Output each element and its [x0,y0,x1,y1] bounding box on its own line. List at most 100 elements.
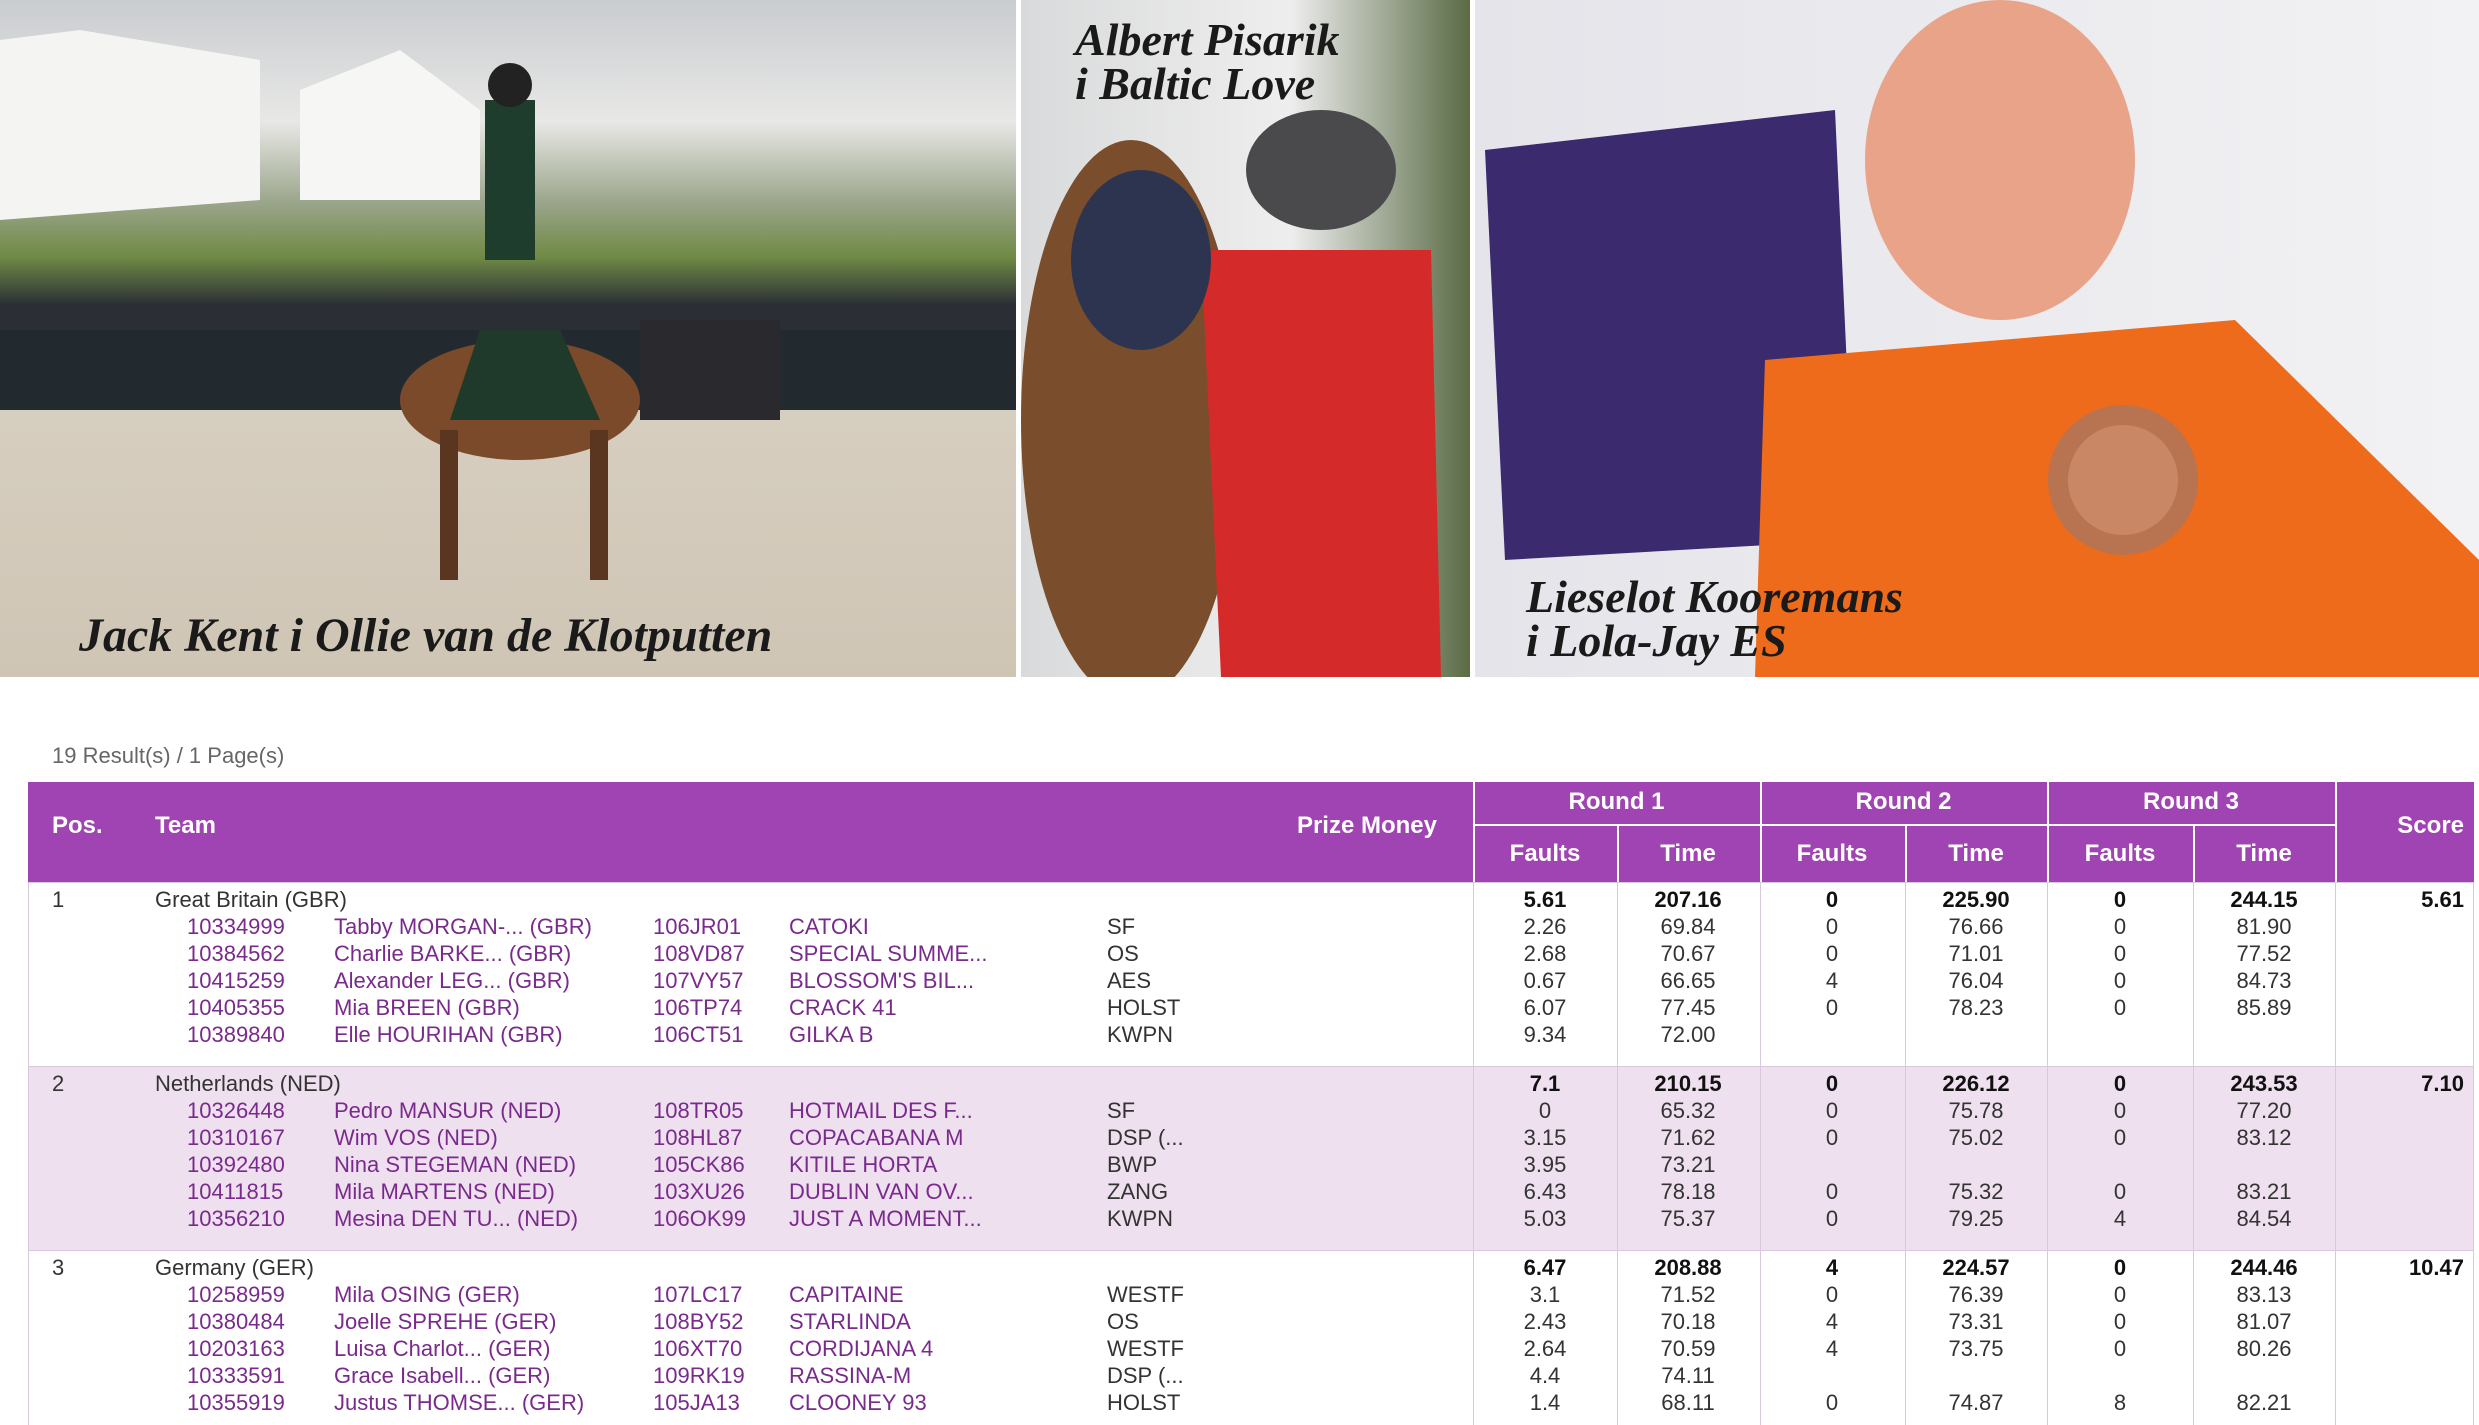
column-divider [2047,882,2048,1066]
rider-result: 75.37 [1660,1206,1716,1231]
column-divider [1473,882,1474,1066]
header-prize: Prize Money [1296,812,1437,839]
header-divider [1473,824,2335,826]
column-divider [2335,882,2336,1066]
rider-name: Alexander LEG... (GBR) [334,968,570,993]
rider-name: Grace Isabell... (GER) [334,1363,551,1388]
horse-breed: BWP [1107,1152,1158,1177]
rider-name: Luisa Charlot... (GER) [334,1336,551,1361]
column-divider [1905,1066,1906,1250]
rider-name: Charlie BARKE... (GBR) [334,941,572,966]
rider-result: 66.65 [1660,968,1716,993]
rider-result: 0 [2113,968,2127,993]
horse-id: 108TR05 [653,1098,744,1123]
rider-result: 0 [2113,941,2127,966]
rider-result: 70.67 [1660,941,1716,966]
rider-name: Mesina DEN TU... (NED) [334,1206,579,1231]
rider-name: Mila OSING (GER) [334,1282,520,1307]
rider-result: 71.01 [1948,941,2004,966]
rider-result: 0 [2113,1282,2127,1307]
team-result: 4 [1825,1255,1839,1280]
rider-id: 10355919 [187,1390,285,1415]
rider-id: 10405355 [187,995,285,1020]
rider-name: Tabby MORGAN-... (GBR) [334,914,592,939]
rider-id: 10334999 [187,914,285,939]
column-divider [1473,1066,1474,1250]
header-round: Round 1 [1568,788,1665,815]
column-divider [2047,1250,2048,1425]
horse-name: CATOKI [789,914,869,939]
photo-caption: Jack Kent i Ollie van de Klotputten [79,609,773,662]
team-score: 5.61 [2421,887,2464,912]
horse-name: STARLINDA [789,1309,911,1334]
team-block [28,882,2474,1067]
horse-name: CRACK 41 [789,995,897,1020]
horse-breed: SF [1107,914,1136,939]
photo-caption: Albert Pisarik i Baltic Love [1075,17,1340,107]
rider-result: 2.26 [1523,914,1567,939]
horse-name: HOTMAIL DES F... [789,1098,973,1123]
horse-breed: HOLST [1107,995,1181,1020]
rider-id: 10333591 [187,1363,285,1388]
rider-result: 65.32 [1660,1098,1716,1123]
rider-id: 10326448 [187,1098,285,1123]
horse-id: 108VD87 [653,941,745,966]
photo-art [0,30,1016,580]
rider-result: 75.78 [1948,1098,2004,1123]
rider-id: 10310167 [187,1125,285,1150]
rider-id: 10384562 [187,941,285,966]
rider-result: 0 [2113,914,2127,939]
rider-result: 81.07 [2236,1309,2292,1334]
column-divider [1617,1250,1618,1425]
rider-id: 10380484 [187,1309,285,1334]
rider-result: 8 [2113,1390,2127,1415]
team-result: 225.90 [1942,887,2010,912]
rider-result: 85.89 [2236,995,2292,1020]
rider-result: 0 [1825,941,1839,966]
column-divider [1760,1250,1761,1425]
rider-id: 10389840 [187,1022,285,1047]
rider-result: 84.73 [2236,968,2292,993]
rider-name: Wim VOS (NED) [334,1125,498,1150]
team-result: 7.1 [1529,1071,1561,1096]
table-left-border [28,882,29,1425]
column-divider [2193,1250,2194,1425]
horse-id: 106JR01 [653,914,742,939]
team-score: 7.10 [2421,1071,2464,1096]
team-pos: 2 [52,1071,65,1096]
rider-result: 2.43 [1523,1309,1567,1334]
rider-result: 0 [1825,1390,1839,1415]
rider-result: 0 [1825,1206,1839,1231]
header-team: Team [155,812,216,839]
horse-breed: SF [1107,1098,1136,1123]
horse-name: KITILE HORTA [789,1152,938,1177]
horse-id: 109RK19 [653,1363,745,1388]
horse-name: JUST A MOMENT... [789,1206,982,1231]
team-result: 244.46 [2230,1255,2298,1280]
column-divider [2193,1066,2194,1250]
rider-result: 2.64 [1523,1336,1567,1361]
header-divider [2047,782,2049,882]
horse-breed: KWPN [1107,1206,1173,1231]
rider-name: Joelle SPREHE (GER) [334,1309,557,1334]
rider-result: 0 [1825,1125,1839,1150]
rider-result: 77.45 [1660,995,1716,1020]
rider-result: 74.11 [1661,1363,1715,1388]
rider-result: 73.75 [1948,1336,2004,1361]
team-result: 0 [1825,1071,1839,1096]
team-pos: 1 [52,887,65,912]
rider-result: 6.43 [1523,1179,1567,1204]
header-round: Round 3 [2143,788,2239,815]
header-divider [2335,782,2337,882]
team-result: 224.57 [1942,1255,2010,1280]
horse-breed: DSP (... [1107,1125,1184,1150]
rider-result: 74.87 [1948,1390,2004,1415]
rider-result: 79.25 [1948,1206,2004,1231]
caption-line: Lieselot Kooremans [1526,571,1903,622]
team-result: 243.53 [2230,1071,2298,1096]
header-score: Score [2397,812,2464,839]
header-faults: Faults [2084,840,2156,867]
horse-breed: WESTF [1107,1282,1184,1307]
rider-result: 71.62 [1660,1125,1716,1150]
team-result: 0 [2113,1255,2127,1280]
